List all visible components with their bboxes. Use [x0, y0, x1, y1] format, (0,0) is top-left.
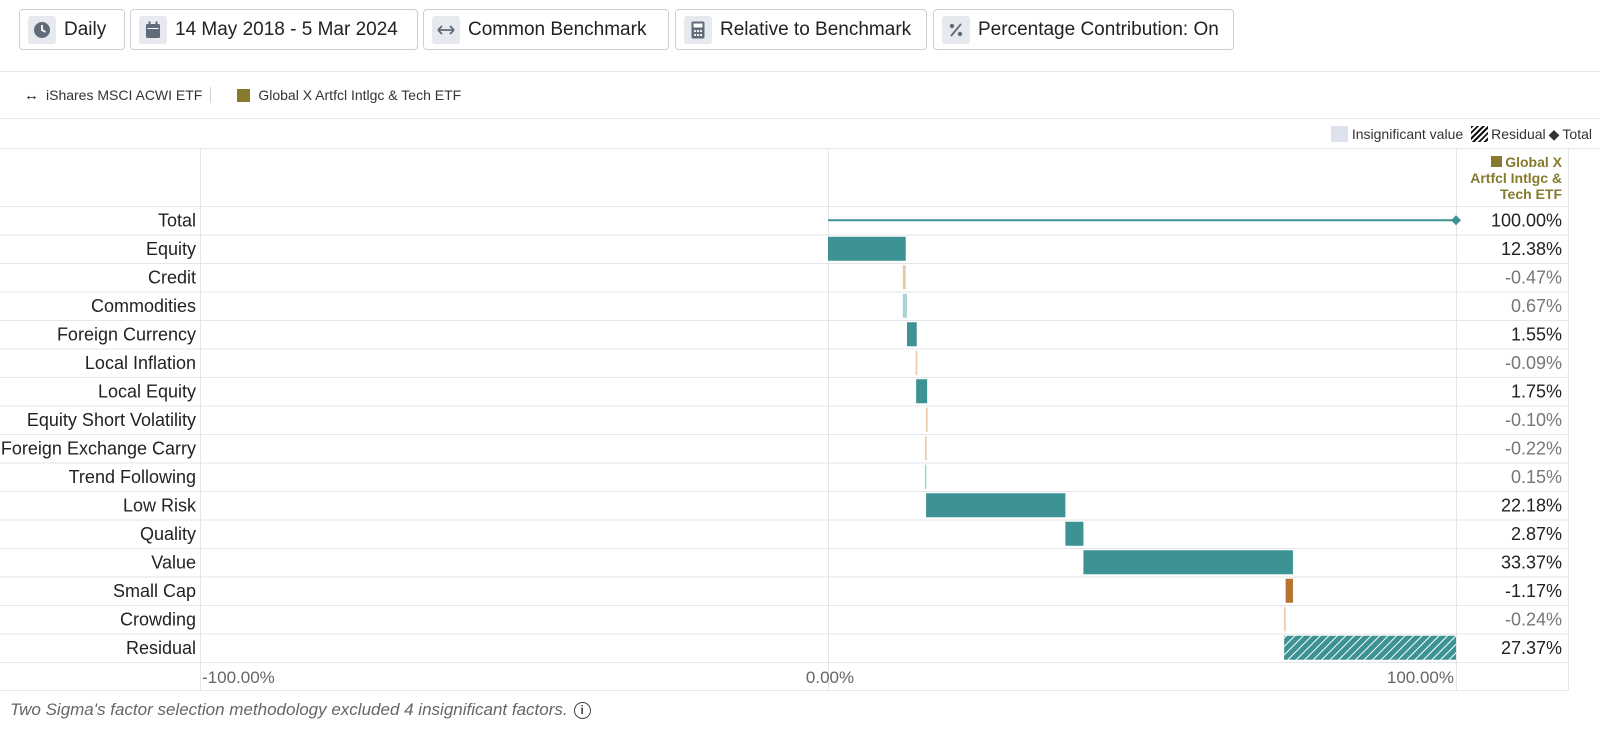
- factor-bar: [828, 236, 906, 261]
- column-header-line1: Global X: [1505, 154, 1562, 170]
- factor-bar: [925, 436, 927, 461]
- value-label: -0.09%: [1505, 353, 1562, 373]
- value-label: 0.15%: [1511, 467, 1562, 487]
- calendar-icon: [139, 15, 167, 44]
- value-label: 1.55%: [1511, 324, 1562, 344]
- value-label: -1.17%: [1505, 581, 1562, 601]
- value-label: 2.87%: [1511, 524, 1562, 544]
- clock-icon: [28, 15, 56, 44]
- row-label: Foreign Currency: [57, 324, 196, 344]
- value-label: 100.00%: [1491, 210, 1562, 230]
- factor-bar: [916, 379, 928, 404]
- portfolio-header-swatch-icon: [1491, 156, 1503, 167]
- value-label: -0.47%: [1505, 267, 1562, 287]
- row-label: Crowding: [120, 609, 196, 629]
- percentage-contribution-label: Percentage Contribution: On: [978, 18, 1219, 40]
- value-label: 22.18%: [1501, 495, 1562, 515]
- x-tick-label: -100.00%: [202, 668, 275, 687]
- frequency-button[interactable]: Daily: [19, 9, 125, 50]
- value-label: -0.24%: [1505, 609, 1562, 629]
- frequency-label: Daily: [64, 18, 107, 40]
- row-label: Foreign Exchange Carry: [1, 438, 196, 458]
- portfolio-swatch-icon: [237, 88, 251, 102]
- row-label: Trend Following: [69, 467, 196, 487]
- percentage-contribution-button[interactable]: Percentage Contribution: On: [933, 9, 1234, 50]
- value-label: -0.22%: [1505, 438, 1562, 458]
- toolbar: Daily 14 May 2018 - 5 Mar 2024 Common Be…: [0, 0, 1600, 72]
- footnote-text: Two Sigma's factor selection methodology…: [10, 700, 568, 719]
- percent-icon: [942, 15, 970, 44]
- column-header-line3: Tech ETF: [1500, 186, 1562, 202]
- value-label: 27.37%: [1501, 638, 1562, 658]
- total-diamond-marker: [1451, 215, 1461, 226]
- insignificant-swatch-icon: [1330, 126, 1348, 142]
- row-label: Local Equity: [98, 381, 196, 401]
- value-label: 0.67%: [1511, 296, 1562, 316]
- factor-bar: [907, 322, 917, 347]
- factor-bar: [926, 493, 1066, 518]
- x-tick-label: 100.00%: [1387, 668, 1454, 687]
- factor-bar: [1285, 578, 1293, 603]
- insignificant-legend-label: Insignificant value: [1351, 126, 1464, 142]
- factor-bar: [924, 464, 927, 489]
- factor-bar: [1065, 521, 1084, 546]
- value-label: 12.38%: [1501, 239, 1562, 259]
- row-label: Equity: [146, 239, 196, 259]
- row-label: Residual: [126, 638, 196, 658]
- footnote: Two Sigma's factor selection methodology…: [10, 700, 591, 720]
- residual-swatch-icon: [1471, 126, 1489, 142]
- row-label: Small Cap: [113, 581, 196, 601]
- residual-legend-label: Residual: [1491, 126, 1546, 142]
- portfolio-legend-label: Global X Artfcl Intlgc & Tech ETF: [258, 87, 462, 103]
- row-label: Quality: [140, 524, 196, 544]
- benchmark-label: Common Benchmark: [468, 18, 647, 40]
- key-legend: Insignificant value Residual ◆ Total: [1330, 124, 1592, 144]
- row-label: Equity Short Volatility: [27, 410, 196, 430]
- row-label: Local Inflation: [85, 353, 196, 373]
- factor-bar: [915, 350, 918, 375]
- arrows-icon: [432, 15, 460, 44]
- total-diamond-icon: ◆: [1548, 125, 1560, 142]
- attribution-waterfall-chart: -100.00% 0.00% 100.00% Total 100.00% Equity 12…: [0, 148, 1600, 691]
- column-header-line2: Artfcl Intlgc &: [1470, 170, 1562, 186]
- info-icon[interactable]: i: [573, 701, 591, 719]
- factor-bar: [1284, 607, 1286, 632]
- value-label: 33.37%: [1501, 552, 1562, 572]
- calculator-icon: [684, 15, 712, 44]
- portfolio-column-header: Global X Artfcl Intlgc & Tech ETF: [1466, 154, 1562, 202]
- benchmark-legend-label: iShares MSCI ACWI ETF: [46, 87, 203, 103]
- residual-bar: [1284, 635, 1456, 660]
- legend-divider: [210, 87, 212, 103]
- value-label: 1.75%: [1511, 381, 1562, 401]
- date-range-label: 14 May 2018 - 5 Mar 2024: [175, 18, 398, 40]
- factor-bar: [1083, 550, 1293, 575]
- row-label: Low Risk: [123, 495, 197, 515]
- series-legend: ↔ iShares MSCI ACWI ETF Global X Artfcl …: [0, 72, 1600, 119]
- row-label: Total: [158, 210, 196, 230]
- row-label: Credit: [148, 267, 196, 287]
- row-label: Value: [151, 552, 196, 572]
- benchmark-arrows-icon: ↔: [24, 86, 39, 104]
- factor-bar: [902, 265, 906, 290]
- date-range-button[interactable]: 14 May 2018 - 5 Mar 2024: [130, 9, 418, 50]
- relative-label: Relative to Benchmark: [720, 18, 912, 40]
- value-label: -0.10%: [1505, 410, 1562, 430]
- factor-bar: [926, 407, 928, 432]
- factor-bar: [902, 293, 908, 318]
- relative-button[interactable]: Relative to Benchmark: [675, 9, 927, 50]
- row-label: Commodities: [91, 296, 196, 316]
- x-tick-label: 0.00%: [806, 668, 854, 687]
- total-legend-label: Total: [1562, 126, 1592, 142]
- benchmark-button[interactable]: Common Benchmark: [423, 9, 669, 50]
